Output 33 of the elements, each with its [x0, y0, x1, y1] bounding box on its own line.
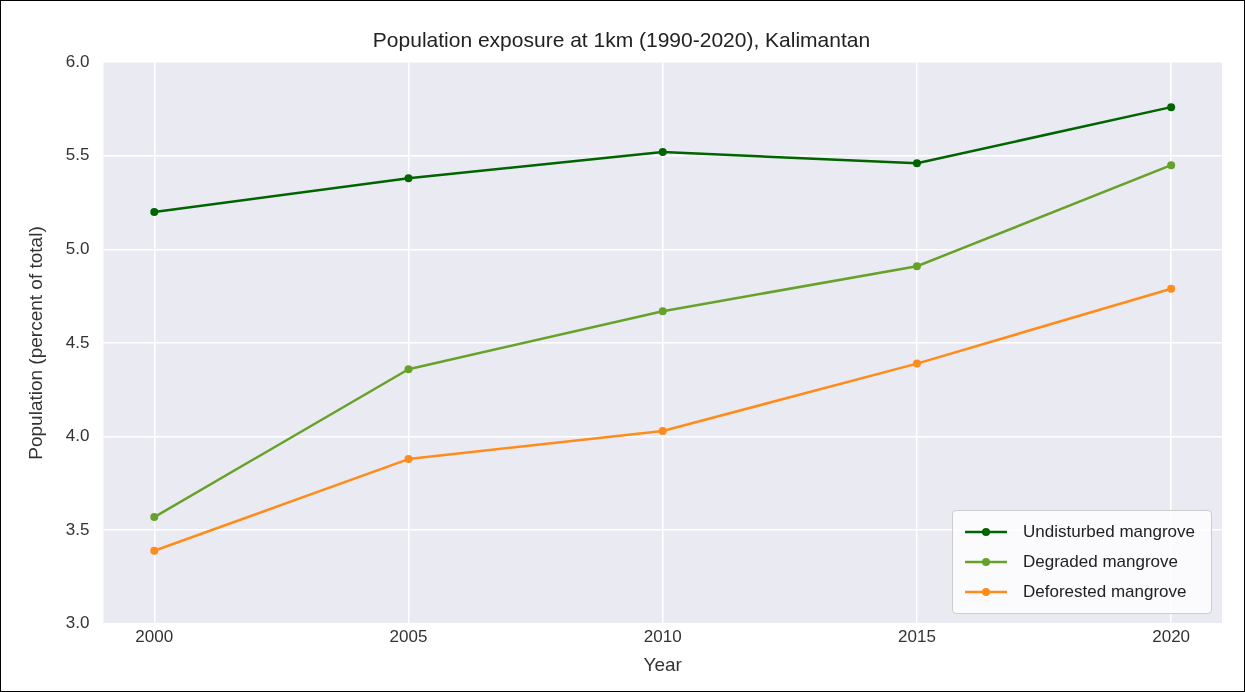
point — [912, 359, 921, 368]
point — [404, 455, 413, 464]
point — [150, 207, 159, 216]
point — [404, 365, 413, 374]
legend-label: Undisturbed mangrove — [1023, 521, 1195, 542]
y-tick-label: 3.0 — [65, 613, 90, 633]
x-axis-title: Year — [643, 653, 683, 675]
chart-title: Population exposure at 1km (1990-2020), Kalimantan — [372, 28, 871, 52]
legend-label: Degraded mangrove — [1023, 551, 1178, 572]
y-tick-label: 3.5 — [65, 519, 90, 539]
point — [912, 159, 921, 168]
x-tick-label: 2000 — [135, 626, 174, 646]
x-tick-label: 2010 — [643, 626, 682, 646]
point — [658, 426, 667, 435]
point — [150, 513, 159, 522]
x-tick-label: 2015 — [898, 626, 936, 646]
x-tick-label: 2005 — [389, 626, 428, 646]
point — [404, 174, 413, 183]
y-tick-label: 6.0 — [65, 51, 90, 71]
point — [1167, 161, 1176, 170]
point — [658, 148, 667, 157]
point — [1167, 284, 1176, 293]
y-axis-title: Population (percent of total) — [24, 226, 46, 460]
point — [912, 262, 921, 271]
y-tick-label: 4.5 — [65, 332, 90, 352]
point — [150, 546, 159, 555]
y-tick-label: 5.0 — [65, 239, 90, 259]
legend-label: Deforested mangrove — [1023, 581, 1187, 602]
y-tick-label: 5.5 — [65, 145, 90, 165]
x-tick-label: 2020 — [1152, 626, 1191, 646]
y-tick-label: 4.0 — [65, 426, 90, 446]
point — [658, 307, 667, 316]
point — [1167, 103, 1176, 112]
